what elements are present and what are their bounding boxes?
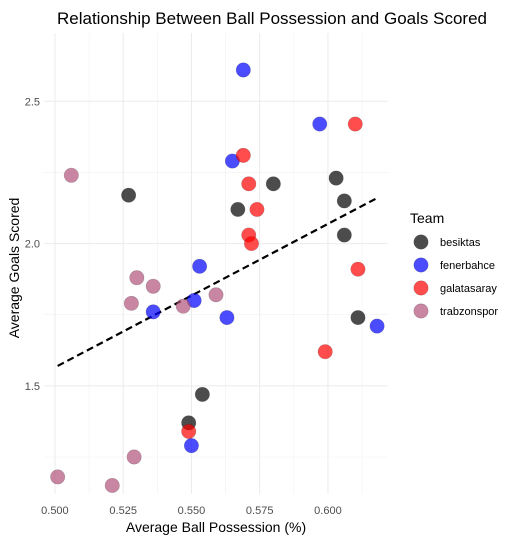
data-point-galatasaray xyxy=(243,236,259,252)
legend-label-fenerbahce: fenerbahce xyxy=(440,260,495,272)
data-point-trabzonspor xyxy=(145,278,161,294)
data-point-fenerbahce xyxy=(235,62,251,78)
data-point-trabzonspor xyxy=(126,449,142,465)
data-point-besiktas xyxy=(336,193,352,209)
legend-label-trabzonspor: trabzonspor xyxy=(440,306,498,318)
legend-key-besiktas xyxy=(413,234,429,250)
data-point-fenerbahce xyxy=(369,318,385,334)
legend-key-fenerbahce xyxy=(413,257,429,273)
data-point-galatasaray xyxy=(249,201,265,217)
data-point-fenerbahce xyxy=(145,304,161,320)
x-tick-label: 0.525 xyxy=(109,505,137,517)
y-tick-label: 1.5 xyxy=(25,381,40,393)
data-point-besiktas xyxy=(350,310,366,326)
y-axis-ticks: 1.5 2.0 2.5 xyxy=(25,96,40,393)
legend-label-galatasaray: galatasaray xyxy=(440,283,497,295)
data-point-trabzonspor xyxy=(208,287,224,303)
legend-title: Team xyxy=(410,210,444,226)
data-point-fenerbahce xyxy=(312,116,328,132)
x-tick-label: 0.575 xyxy=(246,505,274,517)
data-point-galatasaray xyxy=(347,116,363,132)
data-point-galatasaray xyxy=(181,423,197,439)
data-point-trabzonspor xyxy=(50,469,66,485)
data-point-fenerbahce xyxy=(183,438,199,454)
data-point-galatasaray xyxy=(317,344,333,360)
trendline xyxy=(57,197,378,367)
data-point-trabzonspor xyxy=(104,477,120,493)
data-point-trabzonspor xyxy=(123,295,139,311)
legend-key-galatasaray xyxy=(413,280,429,296)
data-point-besiktas xyxy=(230,201,246,217)
y-tick-label: 2.0 xyxy=(25,239,40,251)
data-point-fenerbahce xyxy=(219,310,235,326)
data-point-galatasaray xyxy=(241,176,257,192)
data-point-besiktas xyxy=(121,187,137,203)
x-tick-label: 0.550 xyxy=(178,505,206,517)
y-tick-label: 2.5 xyxy=(25,96,40,108)
data-point-galatasaray xyxy=(350,261,366,277)
trendline-layer xyxy=(57,197,378,367)
x-tick-label: 0.600 xyxy=(314,505,342,517)
x-tick-label: 0.500 xyxy=(41,505,69,517)
data-point-galatasaray xyxy=(235,147,251,163)
data-point-besiktas xyxy=(265,176,281,192)
data-point-trabzonspor xyxy=(129,270,145,286)
data-point-besiktas xyxy=(194,386,210,402)
y-axis-title: Average Goals Scored xyxy=(6,198,22,339)
data-points xyxy=(50,62,385,493)
data-point-besiktas xyxy=(336,227,352,243)
legend-key-trabzonspor xyxy=(413,303,429,319)
data-point-trabzonspor xyxy=(175,298,191,314)
data-point-fenerbahce xyxy=(192,258,208,274)
x-axis-title: Average Ball Possession (%) xyxy=(126,519,306,535)
x-axis-ticks: 0.500 0.525 0.550 0.575 0.600 xyxy=(41,505,342,517)
legend: Team besiktas fenerbahce galatasaray trabzo… xyxy=(410,210,498,319)
data-point-besiktas xyxy=(328,170,344,186)
chart-title: Relationship Between Ball Possession and… xyxy=(57,9,487,28)
legend-label-besiktas: besiktas xyxy=(440,237,481,249)
data-point-trabzonspor xyxy=(63,167,79,183)
